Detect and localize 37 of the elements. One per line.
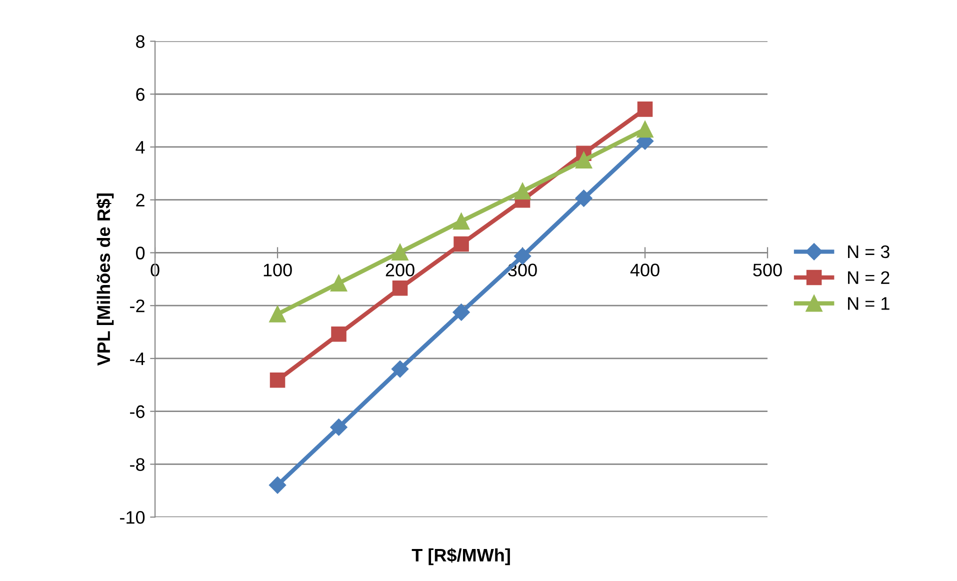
x-axis-title: T [R$/MWh] (412, 548, 510, 566)
y-tick-label: -4 (130, 352, 145, 366)
point (514, 248, 532, 265)
y-tick-label: 2 (136, 194, 144, 206)
point (575, 152, 592, 169)
point (392, 244, 408, 261)
y-tick-label: -6 (130, 405, 145, 418)
legend-label: N = 2 (848, 271, 890, 284)
point (454, 236, 469, 252)
y-tick-label: 0 (136, 246, 145, 260)
point (391, 360, 409, 378)
point (514, 182, 531, 200)
point (330, 418, 348, 436)
point (331, 326, 346, 342)
point (636, 120, 654, 138)
y-tick-label: -10 (120, 511, 145, 524)
point (268, 476, 286, 494)
x-tick-label: 500 (753, 264, 782, 276)
y-tick-label: 8 (136, 35, 145, 48)
point (330, 274, 348, 292)
y-tick-label: 4 (136, 141, 145, 154)
x-tick-label: 100 (264, 264, 292, 276)
point (269, 306, 286, 322)
point (575, 190, 592, 207)
x-tick-label: 400 (630, 264, 660, 276)
y-tick-label: -8 (130, 458, 145, 471)
x-tick-label: 200 (386, 264, 414, 276)
point (452, 212, 470, 230)
legend-label: N = 3 (848, 245, 890, 258)
y-axis-title: VPL [Milhões de R$] (96, 194, 114, 366)
y-tick-label: -2 (130, 300, 144, 312)
point (270, 372, 286, 388)
y-tick-label: 6 (136, 88, 145, 101)
point (392, 280, 408, 296)
point (637, 102, 653, 117)
point (452, 304, 470, 321)
legend-label: N = 1 (848, 297, 890, 310)
